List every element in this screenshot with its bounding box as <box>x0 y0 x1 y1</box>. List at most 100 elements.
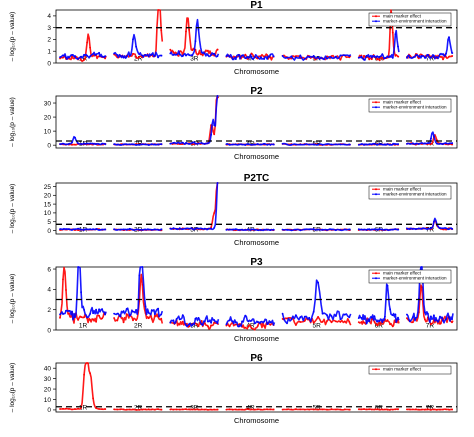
data-point <box>378 59 381 62</box>
data-point <box>80 55 82 58</box>
data-point <box>263 408 265 411</box>
data-point <box>376 143 378 146</box>
data-point <box>207 325 209 327</box>
data-point <box>104 228 106 231</box>
panel-title: P6 <box>250 353 263 364</box>
data-point <box>135 144 138 146</box>
data-point <box>303 408 306 411</box>
data-point <box>101 228 103 231</box>
data-point <box>421 55 423 57</box>
data-point <box>154 143 156 146</box>
data-point <box>363 318 365 321</box>
data-point <box>308 56 311 58</box>
data-point <box>394 33 397 36</box>
legend-marker <box>375 193 377 196</box>
y-tick-label: 2 <box>47 37 51 44</box>
data-point <box>308 143 311 146</box>
data-point <box>412 142 414 145</box>
data-point <box>228 408 231 411</box>
data-point <box>386 55 389 58</box>
chromosome-label-4r: 4R <box>246 56 255 63</box>
data-point <box>409 408 411 411</box>
data-point <box>181 55 184 57</box>
data-point <box>360 317 363 319</box>
data-point <box>197 28 200 31</box>
data-point <box>253 322 256 325</box>
data-point <box>286 143 288 146</box>
data-point <box>439 408 441 411</box>
data-point <box>241 228 244 231</box>
data-point <box>231 228 234 231</box>
data-point <box>83 309 85 311</box>
data-point <box>207 320 209 323</box>
data-point <box>188 143 191 145</box>
data-point <box>272 143 275 146</box>
data-point <box>290 143 293 146</box>
data-point <box>77 142 79 145</box>
data-point <box>321 408 324 411</box>
data-point <box>442 319 444 322</box>
data-point <box>234 143 237 146</box>
data-point <box>312 55 315 57</box>
data-point <box>376 408 378 411</box>
data-point <box>250 228 253 231</box>
data-point <box>225 408 228 411</box>
data-point <box>172 51 175 53</box>
chromosome-label-5r: 5R <box>312 405 321 412</box>
data-point <box>128 408 131 411</box>
data-point <box>389 408 391 411</box>
x-axis-label: Chromosome <box>234 238 279 247</box>
data-point <box>286 229 288 231</box>
data-point <box>378 228 381 230</box>
data-point <box>389 308 391 311</box>
data-point <box>303 320 306 322</box>
data-point <box>244 57 247 60</box>
data-point <box>409 143 411 145</box>
data-point <box>89 46 91 49</box>
data-point <box>244 326 247 329</box>
data-point <box>348 408 351 411</box>
data-point <box>308 228 311 231</box>
data-point <box>430 227 432 230</box>
data-point <box>203 227 206 230</box>
data-point <box>154 408 156 411</box>
data-point <box>157 9 160 11</box>
data-point <box>253 56 256 59</box>
data-point <box>77 266 79 268</box>
data-point <box>216 408 219 411</box>
series-line-5r <box>282 228 351 232</box>
data-point <box>394 54 397 57</box>
data-point <box>160 228 163 231</box>
data-point <box>386 319 389 321</box>
data-point <box>207 228 209 231</box>
data-point <box>451 55 453 57</box>
data-point <box>178 323 181 326</box>
data-point <box>175 228 178 230</box>
data-point <box>263 142 265 145</box>
data-point <box>197 53 200 55</box>
data-point <box>418 57 420 60</box>
data-point <box>266 408 269 411</box>
y-tick-label: 25 <box>44 184 52 191</box>
data-point <box>169 48 172 51</box>
data-point <box>312 408 315 411</box>
data-point <box>175 408 178 411</box>
data-point <box>360 143 363 146</box>
data-point <box>427 142 429 145</box>
data-point <box>370 58 373 61</box>
data-point <box>80 143 82 145</box>
data-point <box>308 316 311 319</box>
data-point <box>92 142 94 145</box>
data-point <box>216 95 219 97</box>
data-point <box>343 313 346 316</box>
data-point <box>128 54 131 57</box>
data-point <box>244 53 247 56</box>
data-point <box>253 408 256 411</box>
chromosome-label-6r: 6R <box>375 405 384 412</box>
data-point <box>424 227 426 230</box>
data-point <box>98 408 100 410</box>
data-point <box>303 143 306 146</box>
data-point <box>386 228 389 231</box>
data-point <box>260 321 262 323</box>
